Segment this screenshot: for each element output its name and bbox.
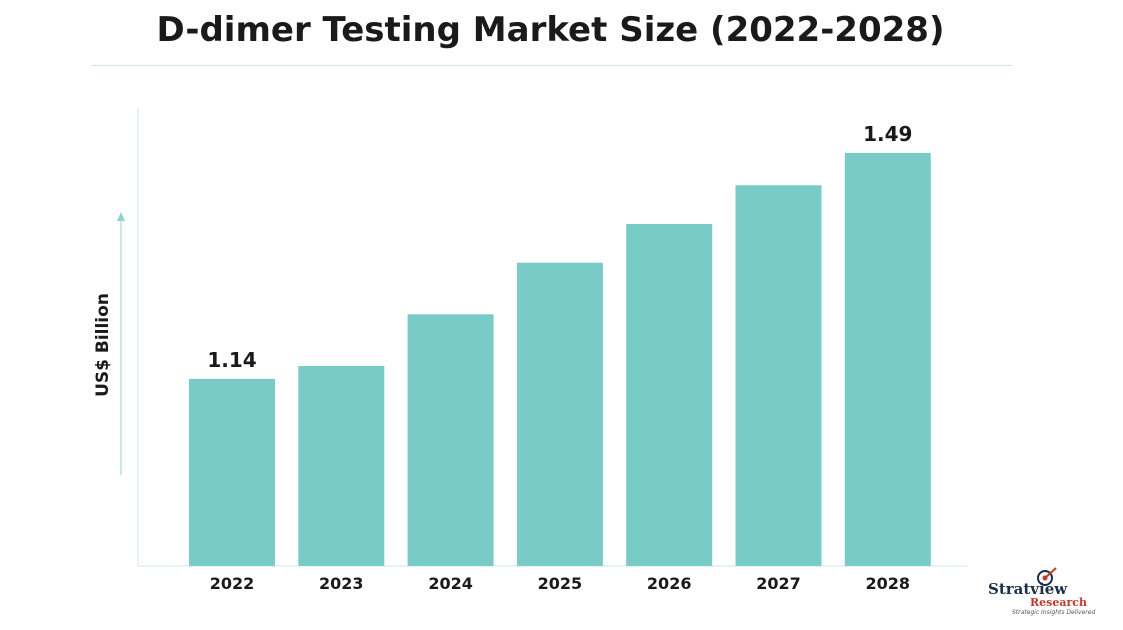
chart-title: D-dimer Testing Market Size (2022-2028) <box>156 10 945 50</box>
bar-2023 <box>298 366 385 566</box>
bars-layer: 2022 1.14 2023 2024 2025 2026 2027 2028 1.49 <box>189 122 931 593</box>
logo-target-icon <box>1037 567 1057 586</box>
bar-2027 <box>735 185 822 567</box>
bar-2028 <box>844 153 931 566</box>
x-tick-label-2026: 2026 <box>647 574 692 593</box>
x-tick-label-2024: 2024 <box>428 574 473 593</box>
bar-2025 <box>516 262 603 566</box>
y-axis-arrow-icon <box>117 212 125 221</box>
y-axis-title: US$ Billion <box>93 293 113 397</box>
bar-2022 <box>189 378 275 566</box>
x-tick-label-2022: 2022 <box>210 574 255 593</box>
logo-tagline: Strategic Insights Delivered <box>1012 609 1096 616</box>
logo-sub: Research <box>1030 596 1087 609</box>
stratview-logo: Stratview Research Strategic Insights De… <box>986 566 1096 620</box>
data-label-2022: 1.14 <box>207 348 256 372</box>
x-tick-label-2027: 2027 <box>756 574 801 593</box>
data-label-2028: 1.49 <box>863 122 912 146</box>
bar-2024 <box>407 314 494 566</box>
x-tick-label-2028: 2028 <box>866 574 911 593</box>
bar-2026 <box>626 224 713 566</box>
title-divider <box>91 65 1012 66</box>
logo-name: Stratview <box>988 580 1068 598</box>
x-tick-label-2025: 2025 <box>538 574 583 593</box>
x-tick-label-2023: 2023 <box>319 574 364 593</box>
